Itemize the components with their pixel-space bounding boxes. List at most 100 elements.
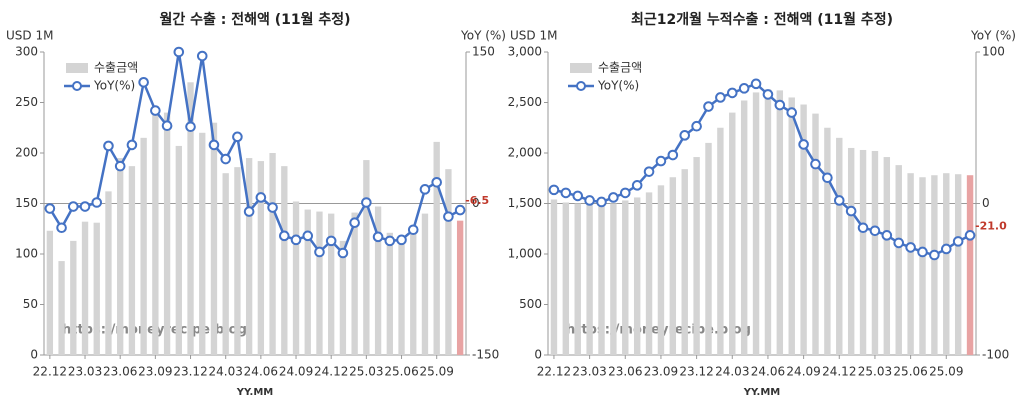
- bar: [859, 149, 867, 355]
- bar: [445, 169, 452, 355]
- x-tick-label: 24.12: [822, 365, 856, 379]
- marker: [454, 204, 466, 216]
- marker: [243, 206, 255, 217]
- marker: [869, 225, 881, 237]
- bar: [374, 206, 382, 355]
- marker: [79, 201, 91, 212]
- marker: [419, 184, 431, 195]
- bar: [705, 142, 712, 355]
- marker: [196, 50, 208, 62]
- marker: [431, 176, 442, 188]
- marker: [267, 202, 278, 213]
- y2-tick-label: 100: [982, 45, 1005, 59]
- bar: [776, 90, 784, 355]
- bar: [93, 222, 100, 355]
- x-tick-label: 23.12: [173, 365, 207, 379]
- y-tick-label: 300: [15, 45, 38, 59]
- bar: [681, 169, 688, 355]
- marker: [952, 236, 964, 247]
- marker: [44, 203, 56, 214]
- marker: [881, 230, 893, 241]
- marker: [302, 230, 314, 242]
- marker: [68, 201, 79, 212]
- legend-swatch: [66, 63, 88, 73]
- y-axis-label: USD 1M: [6, 29, 53, 43]
- x-tick-label: 25.06: [384, 365, 418, 379]
- bar: [895, 165, 902, 355]
- bar: [550, 199, 558, 355]
- bar: [234, 167, 241, 355]
- x-tick-label: 24.03: [715, 365, 749, 379]
- marker: [715, 92, 726, 103]
- legend-label: 수출금액: [94, 61, 138, 75]
- y-tick-label: 2,000: [508, 146, 542, 160]
- marker: [845, 205, 857, 217]
- marker: [255, 192, 267, 203]
- bar: [328, 213, 335, 355]
- bar: [574, 203, 581, 355]
- bar: [105, 191, 112, 355]
- marker: [857, 222, 869, 234]
- marker: [173, 46, 185, 58]
- bar: [351, 212, 358, 355]
- bar: [562, 202, 570, 355]
- bar: [622, 200, 629, 355]
- marker: [407, 224, 419, 236]
- bar: [304, 209, 311, 355]
- marker: [762, 89, 774, 100]
- marker: [325, 235, 337, 247]
- bar: [421, 213, 429, 355]
- bar: [210, 122, 218, 355]
- legend-label: 수출금액: [598, 61, 642, 75]
- marker: [655, 155, 667, 167]
- marker: [220, 153, 231, 165]
- y-tick-label: 2,500: [508, 95, 542, 109]
- marker: [443, 211, 454, 222]
- marker: [750, 78, 762, 90]
- legend-label: YoY(%): [93, 79, 135, 93]
- marker: [150, 105, 161, 116]
- bar: [788, 97, 795, 355]
- bar: [46, 230, 54, 355]
- marker: [619, 187, 631, 199]
- bar: [187, 82, 194, 356]
- bar: [292, 201, 300, 355]
- marker: [361, 197, 372, 208]
- marker: [560, 187, 572, 199]
- x-tick-label: 22.12: [33, 365, 67, 379]
- bar: [175, 145, 182, 355]
- marker: [290, 234, 302, 246]
- y-tick-label: 1,500: [508, 196, 542, 210]
- x-tick-label: 24.09: [279, 365, 313, 379]
- y-tick-label: 200: [15, 146, 38, 160]
- legend-swatch: [570, 63, 592, 73]
- x-axis-label: YY.MM: [743, 387, 781, 398]
- marker: [384, 235, 396, 247]
- marker: [608, 192, 619, 203]
- bar: [433, 141, 440, 355]
- bar: [245, 158, 253, 355]
- y2-tick-label: 150: [472, 45, 495, 59]
- marker: [185, 121, 196, 133]
- marker: [161, 120, 173, 132]
- y-tick-label: 3,000: [508, 45, 542, 59]
- y2-tick-label: 0: [982, 196, 990, 210]
- x-tick-label: 23.06: [608, 365, 642, 379]
- x-tick-label: 23.03: [572, 365, 606, 379]
- bar: [363, 160, 370, 355]
- x-tick-label: 25.09: [929, 365, 963, 379]
- y-tick-label: 150: [15, 196, 38, 210]
- x-tick-label: 23.03: [68, 365, 102, 379]
- bar: [966, 175, 974, 355]
- x-tick-label: 23.09: [138, 365, 172, 379]
- bar: [81, 221, 89, 355]
- marker: [893, 237, 905, 249]
- bar: [70, 240, 77, 355]
- marker: [726, 87, 738, 99]
- marker: [822, 172, 833, 184]
- marker: [905, 242, 916, 253]
- bar: [645, 192, 653, 355]
- x-tick-label: 23.12: [679, 365, 713, 379]
